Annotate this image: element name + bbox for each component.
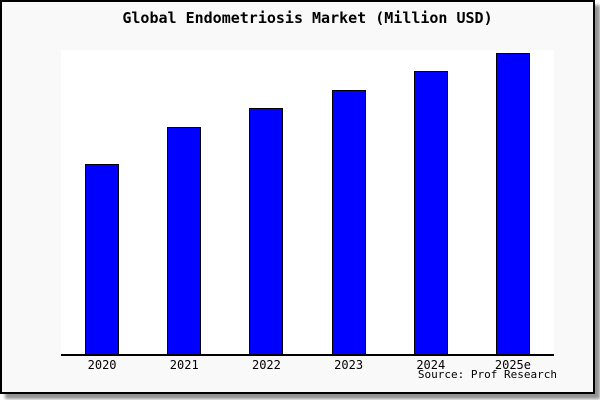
x-axis-labels: 2020 2021 2022 2023 2024 2025e [61,358,554,372]
x-tick-label-2024: 2024 [416,358,446,372]
chart-title: Global Endometriosis Market (Million USD… [122,9,493,27]
bar-slot-2025e [472,50,554,354]
x-tick-label-2021: 2021 [169,358,199,372]
x-tick-label-2020: 2020 [87,358,117,372]
bar-2020 [85,164,120,354]
plot-area [61,50,554,356]
x-tick-label-2023: 2023 [334,358,364,372]
bar-2025e [495,53,530,354]
bar-2023 [331,90,366,354]
bar-slot-2024 [390,50,472,354]
bar-2021 [167,127,202,354]
chart-frame: Global Endometriosis Market (Million USD… [0,0,595,394]
bar-2024 [413,71,448,354]
bar-slot-2021 [143,50,225,354]
bar-slot-2022 [225,50,307,354]
source-credit: Source: Prof Research [417,368,557,381]
bar-2022 [249,108,284,354]
bar-slot-2023 [308,50,390,354]
x-tick-label-2025e: 2025e [494,358,531,372]
x-tick-label-2022: 2022 [251,358,281,372]
bar-slot-2020 [61,50,143,354]
